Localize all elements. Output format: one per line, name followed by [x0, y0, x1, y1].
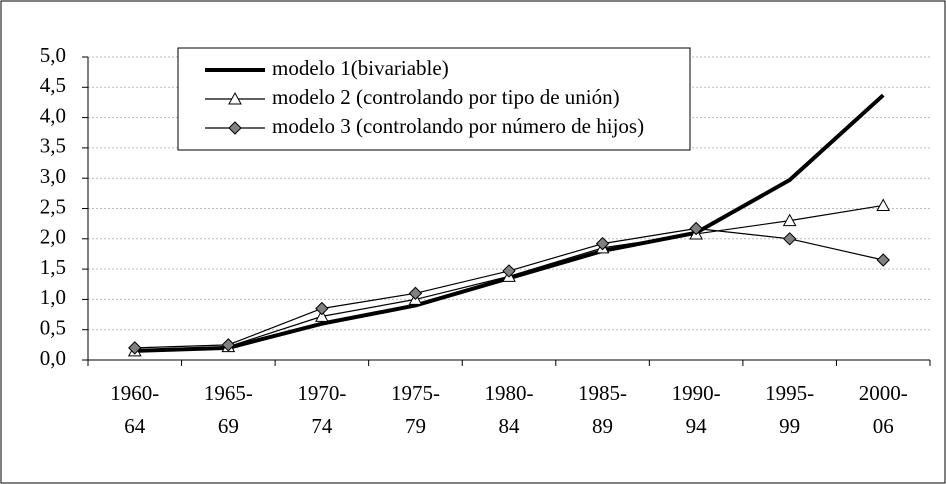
y-tick-label: 3,0 [40, 164, 66, 188]
x-tick-label: 1980- [485, 381, 534, 405]
x-tick-label: 1960- [110, 381, 159, 405]
data-point [315, 309, 329, 322]
y-tick-label: 3,5 [40, 134, 66, 158]
y-tick-label: 2,0 [40, 225, 66, 249]
x-tick-label: 64 [124, 414, 146, 438]
y-tick-label: 2,5 [40, 194, 66, 218]
y-tick-label: 4,0 [40, 103, 66, 127]
legend-marker [228, 121, 242, 135]
x-tick-label: 1985- [578, 381, 627, 405]
legend-label: modelo 2 (controlando por tipo de unión) [272, 85, 620, 109]
data-point [782, 232, 797, 246]
data-point [876, 253, 890, 267]
data-point [595, 236, 610, 251]
x-tick-label: 84 [499, 414, 521, 438]
x-tick-label: 99 [779, 414, 800, 438]
data-point [689, 221, 703, 236]
data-point [221, 338, 236, 352]
y-tick-label: 0,5 [40, 316, 66, 340]
y-tick-label: 5,0 [40, 43, 66, 67]
x-tick-label: 1990- [672, 381, 721, 405]
y-tick-label: 1,5 [40, 255, 66, 279]
x-tick-label: 1965- [204, 381, 253, 405]
legend-label: modelo 1(bivariable) [272, 56, 449, 80]
x-tick-label: 1975- [391, 381, 440, 405]
data-point [315, 301, 329, 316]
legend-marker [228, 91, 242, 105]
x-tick-label: 79 [405, 414, 426, 438]
data-point [502, 264, 516, 278]
y-tick-label: 0,0 [40, 346, 66, 370]
x-tick-label: 1970- [297, 381, 346, 405]
data-point [876, 198, 891, 211]
y-tick-label: 4,5 [40, 73, 66, 97]
data-point [128, 341, 142, 355]
data-point [782, 213, 797, 227]
data-point [408, 286, 423, 301]
x-tick-label: 74 [311, 414, 333, 438]
x-tick-label: 2000- [859, 381, 908, 405]
y-tick-label: 1,0 [40, 285, 66, 309]
x-tick-label: 89 [592, 414, 613, 438]
x-tick-label: 69 [218, 414, 239, 438]
legend-label: modelo 3 (controlando por número de hijo… [272, 114, 644, 138]
x-tick-label: 06 [873, 414, 894, 438]
x-tick-label: 1995- [765, 381, 814, 405]
x-tick-label: 94 [686, 414, 708, 438]
